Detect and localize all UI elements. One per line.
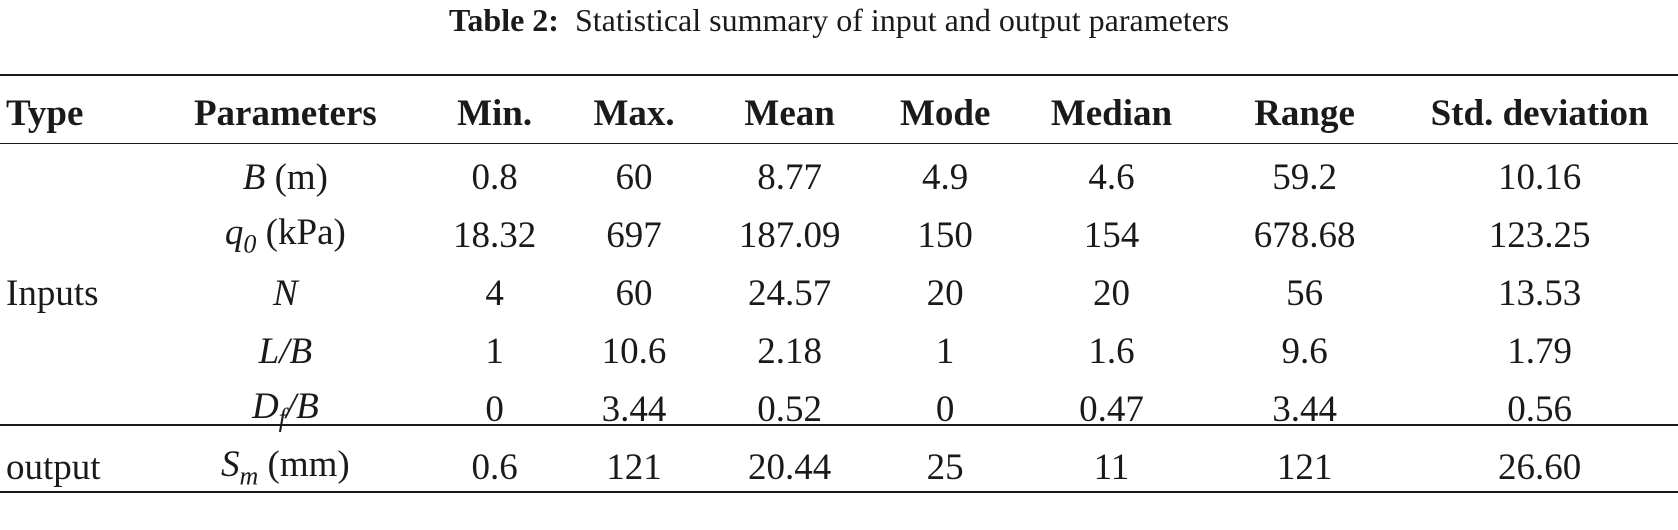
value-std-deviation: 13.53 — [1497, 272, 1582, 314]
parameter-symbol: N — [273, 272, 298, 314]
header-parameters: Parameters — [193, 92, 377, 134]
table-body: Inputs B (m) 0.8 60 8.77 4.9 4.6 59.2 10.16 q0 (k… — [0, 148, 1678, 496]
parameter-subscript: m — [239, 461, 259, 491]
value-range: 121 — [1276, 446, 1333, 488]
value-mode: 1 — [935, 330, 955, 372]
value-range: 9.6 — [1281, 330, 1328, 372]
value-mode: 25 — [926, 446, 964, 488]
value-min: 0 — [485, 388, 504, 430]
bottom-rule — [0, 491, 1678, 493]
value-median: 4.6 — [1088, 156, 1135, 198]
parameter-symbol: q — [224, 211, 244, 253]
parameter-subscript: 0 — [243, 229, 257, 259]
group-label-inputs: Inputs — [6, 272, 99, 314]
parameter-cell: q0 (kPa) — [146, 206, 425, 264]
value-min: 0.6 — [471, 446, 518, 488]
top-rule — [0, 74, 1678, 76]
value-std-deviation: 0.56 — [1507, 388, 1572, 430]
value-range: 56 — [1286, 272, 1324, 314]
table-row: Inputs B (m) 0.8 60 8.77 4.9 4.6 59.2 10.16 — [0, 148, 1678, 314]
value-mean: 0.52 — [757, 388, 822, 430]
header-max: Max. — [593, 92, 675, 134]
header-mean: Mean — [744, 92, 835, 134]
header-median: Median — [1050, 92, 1173, 134]
parameter-cell: B (m) — [146, 148, 425, 206]
value-max: 3.44 — [601, 388, 667, 430]
header-rule — [0, 143, 1678, 144]
parameter-symbol: S — [221, 443, 240, 485]
parameter-cell: Sm (mm) — [146, 438, 425, 496]
value-max: 697 — [606, 214, 662, 256]
header-range: Range — [1254, 92, 1355, 134]
value-min: 0.8 — [471, 156, 518, 198]
value-median: 0.47 — [1079, 388, 1144, 430]
value-median: 1.6 — [1088, 330, 1135, 372]
table-row: L/B 1 10.6 2.18 1 1.6 9.6 1.79 — [0, 322, 1678, 380]
table-row: output Sm (mm) 0.6 121 20.44 25 11 121 26.60 — [0, 438, 1678, 496]
value-mean: 2.18 — [757, 330, 822, 372]
parameter-unit: (m) — [265, 156, 329, 198]
value-mean: 8.77 — [757, 156, 822, 198]
value-std-deviation: 10.16 — [1497, 156, 1582, 198]
value-max: 121 — [606, 446, 662, 488]
value-mode: 4.9 — [922, 156, 969, 198]
statistics-table: Type Parameters Min. Max. Mean Mode Medi… — [0, 78, 1678, 496]
parameter-cell: N — [146, 264, 425, 322]
header-std-deviation: Std. deviation — [1430, 92, 1649, 134]
value-median: 154 — [1083, 214, 1140, 256]
value-std-deviation: 123.25 — [1488, 214, 1591, 256]
value-mean: 24.57 — [747, 272, 832, 314]
value-min: 18.32 — [452, 214, 537, 256]
parameter-cell: L/B — [146, 322, 425, 380]
caption-text: Statistical summary of input and output … — [574, 2, 1230, 38]
value-median: 20 — [1092, 272, 1130, 314]
table-row: N 4 60 24.57 20 20 56 13.53 — [0, 264, 1678, 322]
value-max: 60 — [615, 272, 653, 314]
value-max: 60 — [615, 156, 653, 198]
parameter-subscript: f — [278, 403, 286, 433]
group-rule — [0, 424, 1678, 426]
table-row: q0 (kPa) 18.32 697 187.09 150 154 678.68 123.25 — [0, 206, 1678, 264]
group-label-output: output — [6, 446, 101, 488]
parameter-symbol: D — [251, 385, 279, 427]
value-range: 59.2 — [1272, 156, 1337, 198]
parameter-symbol: L/B — [258, 330, 313, 372]
header-mode: Mode — [899, 92, 991, 134]
value-mode: 20 — [926, 272, 964, 314]
value-range: 678.68 — [1253, 214, 1356, 256]
parameter-symbol: B — [242, 156, 266, 198]
value-min: 4 — [485, 272, 504, 314]
value-min: 1 — [485, 330, 504, 372]
table-row: Df/B 0 3.44 0.52 0 0.47 3.44 0.56 — [0, 380, 1678, 438]
parameter-unit: (mm) — [258, 443, 350, 485]
value-mean: 20.44 — [747, 446, 832, 488]
header-row: Type Parameters Min. Max. Mean Mode Medi… — [0, 78, 1678, 148]
header-min: Min. — [457, 92, 533, 134]
value-mode: 0 — [935, 388, 955, 430]
parameter-symbol-suffix: /B — [285, 385, 319, 427]
value-mean: 187.09 — [738, 214, 841, 256]
value-max: 10.6 — [601, 330, 667, 372]
table-caption: Table 2: Statistical summary of input an… — [0, 0, 1678, 40]
value-std-deviation: 1.79 — [1507, 330, 1572, 372]
value-range: 3.44 — [1272, 388, 1337, 430]
value-std-deviation: 26.60 — [1497, 446, 1582, 488]
header-type: Type — [6, 92, 84, 134]
parameter-cell: Df/B — [146, 380, 425, 438]
value-mode: 150 — [917, 214, 973, 256]
parameter-unit: (kPa) — [256, 211, 346, 253]
caption-label: Table 2: — [448, 2, 559, 38]
value-median: 11 — [1093, 446, 1130, 488]
